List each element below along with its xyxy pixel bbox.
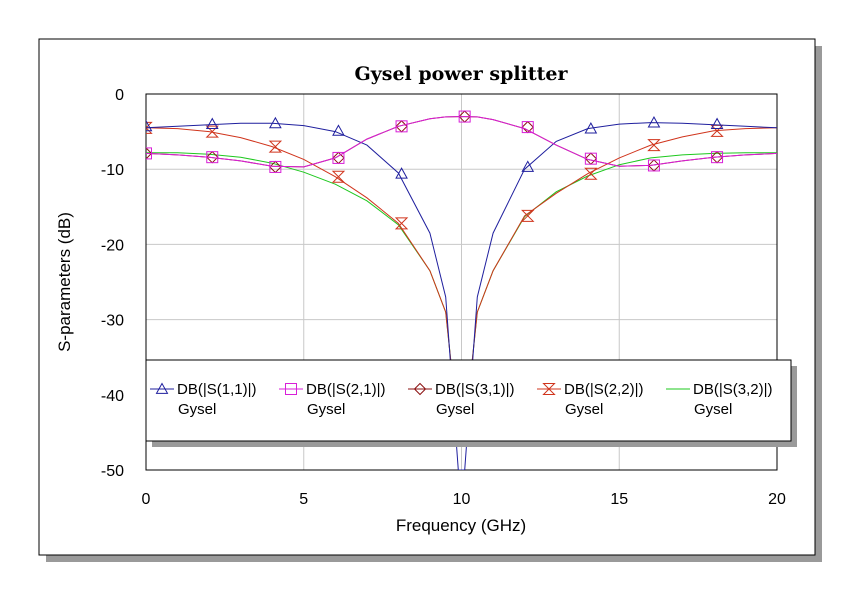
legend-entry-db-s-3-1: DB(|S(3,1)|) Gysel: [408, 381, 514, 418]
legend-marker: [542, 383, 556, 395]
data-point-marker: [647, 159, 660, 172]
series-db-s-1-1: [146, 116, 777, 470]
data-point-marker: [711, 151, 724, 164]
data-point-marker: [206, 151, 219, 164]
legend-marker: [155, 382, 169, 394]
y-tick-labels: 0 -10 -20 -30 -40 -50: [101, 87, 124, 480]
x-tick-label: 10: [453, 491, 471, 508]
legend-label: DB(|S(2,1)|): [306, 381, 385, 398]
legend-label: DB(|S(3,2)|): [693, 381, 772, 398]
x-tick-labels: 0 5 10 15 20: [142, 491, 786, 508]
y-tick-label: -20: [101, 237, 124, 254]
data-point-marker: [710, 117, 724, 129]
data-point-marker: [146, 147, 153, 160]
data-point-marker: [205, 117, 219, 129]
legend-entry-db-s-2-1: DB(|S(2,1)|) Gysel: [279, 381, 385, 418]
y-tick-label: -10: [101, 162, 124, 179]
data-point-marker: [332, 151, 345, 164]
y-tick-label: -40: [101, 388, 124, 405]
series-db-s-2-1: [146, 110, 777, 173]
y-tick-label: -50: [101, 463, 124, 480]
legend-sublabel: Gysel: [436, 401, 474, 418]
legend-items: DB(|S(1,1)|)GyselDB(|S(2,1)|)GyselDB(|S(…: [150, 381, 772, 418]
data-point-marker: [458, 110, 471, 123]
data-point-marker: [584, 167, 598, 180]
data-point-marker: [332, 124, 345, 136]
data-point-marker: [647, 116, 661, 128]
data-point-marker: [395, 120, 408, 133]
series-layer: [146, 110, 777, 470]
legend-entry-db-s-1-1: DB(|S(1,1)|) Gysel: [150, 381, 256, 418]
x-tick-label: 0: [142, 491, 151, 508]
data-point-marker: [395, 167, 408, 179]
legend-entry-db-s-2-2: DB(|S(2,2)|) Gysel: [537, 381, 643, 418]
y-tick-label: -30: [101, 313, 124, 330]
data-point-marker: [269, 116, 282, 129]
x-tick-label: 5: [299, 491, 308, 508]
y-axis-label: S-parameters (dB): [55, 212, 74, 352]
data-point-marker: [146, 121, 153, 134]
data-point-marker: [268, 140, 283, 153]
data-point-marker: [584, 152, 597, 165]
data-point-marker: [521, 160, 535, 172]
data-point-marker: [269, 160, 282, 173]
series-line: [146, 116, 777, 168]
legend-entry-db-s-3-2: DB(|S(3,2)|) Gysel: [666, 381, 772, 418]
y-tick-label: 0: [115, 87, 124, 104]
data-point-marker: [331, 170, 346, 183]
data-point-marker: [584, 122, 598, 134]
legend-label: DB(|S(2,2)|): [564, 381, 643, 398]
data-point-marker: [394, 217, 409, 230]
legend-sublabel: Gysel: [565, 401, 603, 418]
legend-label: DB(|S(3,1)|): [435, 381, 514, 398]
x-axis-label: Frequency (GHz): [396, 516, 526, 535]
data-point-marker: [205, 125, 219, 138]
legend: DB(|S(1,1)|)GyselDB(|S(2,1)|)GyselDB(|S(…: [145, 359, 797, 447]
data-point-marker: [146, 119, 153, 132]
legend-sublabel: Gysel: [178, 401, 216, 418]
data-point-marker: [521, 121, 534, 134]
legend-sublabel: Gysel: [694, 401, 732, 418]
legend-sublabel: Gysel: [307, 401, 345, 418]
chart-title: Gysel power splitter: [355, 63, 569, 85]
legend-label: DB(|S(1,1)|): [177, 381, 256, 398]
data-point-marker: [146, 147, 152, 160]
legend-marker: [285, 383, 297, 395]
data-point-marker: [647, 139, 661, 152]
x-tick-label: 20: [768, 491, 786, 508]
legend-marker: [413, 382, 427, 396]
legend-box: [145, 359, 792, 442]
data-point-marker: [521, 209, 535, 222]
x-tick-label: 15: [610, 491, 628, 508]
chart-frame: [38, 38, 816, 556]
